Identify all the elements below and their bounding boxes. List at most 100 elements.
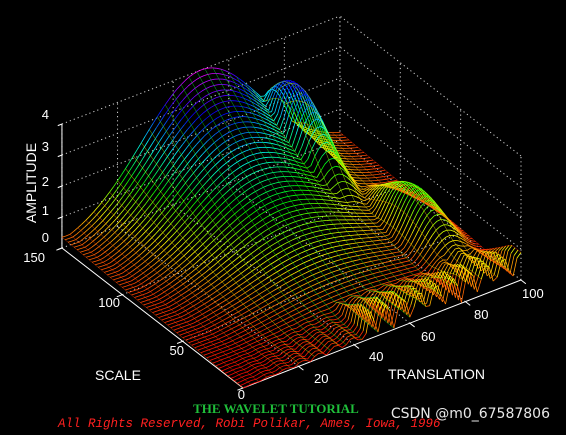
surface-segment <box>314 110 319 124</box>
surface-segment <box>216 312 221 316</box>
surface-segment <box>350 288 355 291</box>
surface-segment <box>220 68 225 71</box>
surface-segment <box>160 151 165 159</box>
surface-segment <box>422 251 428 259</box>
surface-segment <box>293 209 298 212</box>
surface-segment <box>496 261 502 278</box>
grid-line <box>339 15 522 157</box>
surface-segment <box>273 308 279 312</box>
surface-segment <box>203 281 209 285</box>
surface-segment <box>393 179 398 182</box>
surface-segment <box>153 291 158 295</box>
surface-segment <box>312 347 317 350</box>
surface-segment <box>141 135 146 143</box>
surface-segment <box>344 261 349 264</box>
surface-segment <box>465 271 470 283</box>
surface-segment <box>394 196 400 206</box>
surface-segment <box>451 226 457 231</box>
surface-segment <box>435 226 441 231</box>
grid-line <box>61 46 341 156</box>
surface-segment <box>179 277 185 282</box>
surface-segment <box>216 345 221 348</box>
surface-segment <box>231 259 237 263</box>
surface-segment <box>144 257 150 262</box>
surface-segment <box>416 244 422 252</box>
surface-segment <box>217 204 222 209</box>
surface-meridian <box>93 211 275 376</box>
surface-segment <box>177 294 182 298</box>
surface-segment <box>204 93 210 97</box>
surface-segment <box>289 190 294 192</box>
surface-segment <box>385 265 390 267</box>
surface-segment <box>399 280 404 286</box>
surface-segment <box>235 122 240 124</box>
surface-segment <box>216 287 222 292</box>
surface-segment <box>232 338 237 342</box>
surface-segment <box>450 229 456 233</box>
surface-segment <box>163 219 169 226</box>
surface-segment <box>148 230 154 235</box>
surface-segment <box>228 323 233 327</box>
surface-segment <box>290 335 295 339</box>
surface-segment <box>225 106 231 108</box>
surface-segment <box>384 253 389 256</box>
surface-segment <box>255 331 260 335</box>
surface-segment <box>194 116 200 121</box>
surface-segment <box>179 333 184 336</box>
surface-segment <box>176 119 182 126</box>
surface-segment <box>258 108 263 112</box>
surface-segment <box>218 336 223 340</box>
surface-segment <box>240 219 245 224</box>
surface-segment <box>135 292 140 295</box>
surface-segment <box>221 170 226 175</box>
surface-segment <box>279 202 284 206</box>
surface-segment <box>385 281 390 284</box>
surface-segment <box>326 332 332 336</box>
surface-segment <box>314 183 320 185</box>
surface-segment <box>311 278 316 282</box>
surface-segment <box>265 246 270 250</box>
surface-segment <box>234 82 239 86</box>
surface-segment <box>304 276 309 280</box>
surface-segment <box>244 82 249 87</box>
surface-segment <box>235 95 240 98</box>
surface-segment <box>276 152 282 155</box>
surface-segment <box>84 244 90 248</box>
surface-segment <box>374 247 379 249</box>
surface-segment <box>304 233 309 236</box>
surface-segment <box>279 226 284 229</box>
surface-segment <box>313 288 318 291</box>
surface-segment <box>223 212 228 218</box>
surface-segment <box>402 272 407 275</box>
surface-segment <box>239 298 245 302</box>
surface-segment <box>303 341 308 343</box>
surface-segment <box>235 300 241 304</box>
surface-segment <box>362 189 367 193</box>
surface-segment <box>320 249 325 252</box>
surface-segment <box>364 241 369 243</box>
surface-segment <box>319 133 324 137</box>
surface-segment <box>224 204 229 210</box>
surface-segment <box>221 106 227 110</box>
surface-segment <box>293 101 299 113</box>
surface-segment <box>253 203 258 207</box>
surface-segment <box>106 236 112 241</box>
surface-segment <box>300 256 305 260</box>
surface-segment <box>306 264 311 268</box>
surface-segment <box>133 149 138 157</box>
surface-segment <box>428 278 433 290</box>
surface-segment <box>298 203 303 206</box>
surface-segment <box>340 162 346 169</box>
surface-segment <box>403 203 409 213</box>
surface-segment <box>243 353 248 355</box>
surface-segment <box>324 159 330 165</box>
surface-segment <box>135 269 141 274</box>
surface-segment <box>98 265 103 268</box>
surface-segment <box>197 274 203 279</box>
surface-segment <box>202 286 208 291</box>
surface-segment <box>119 241 125 246</box>
surface-segment <box>176 164 181 171</box>
surface-segment <box>214 199 219 205</box>
surface-segment <box>377 210 383 219</box>
surface-segment <box>200 277 206 282</box>
